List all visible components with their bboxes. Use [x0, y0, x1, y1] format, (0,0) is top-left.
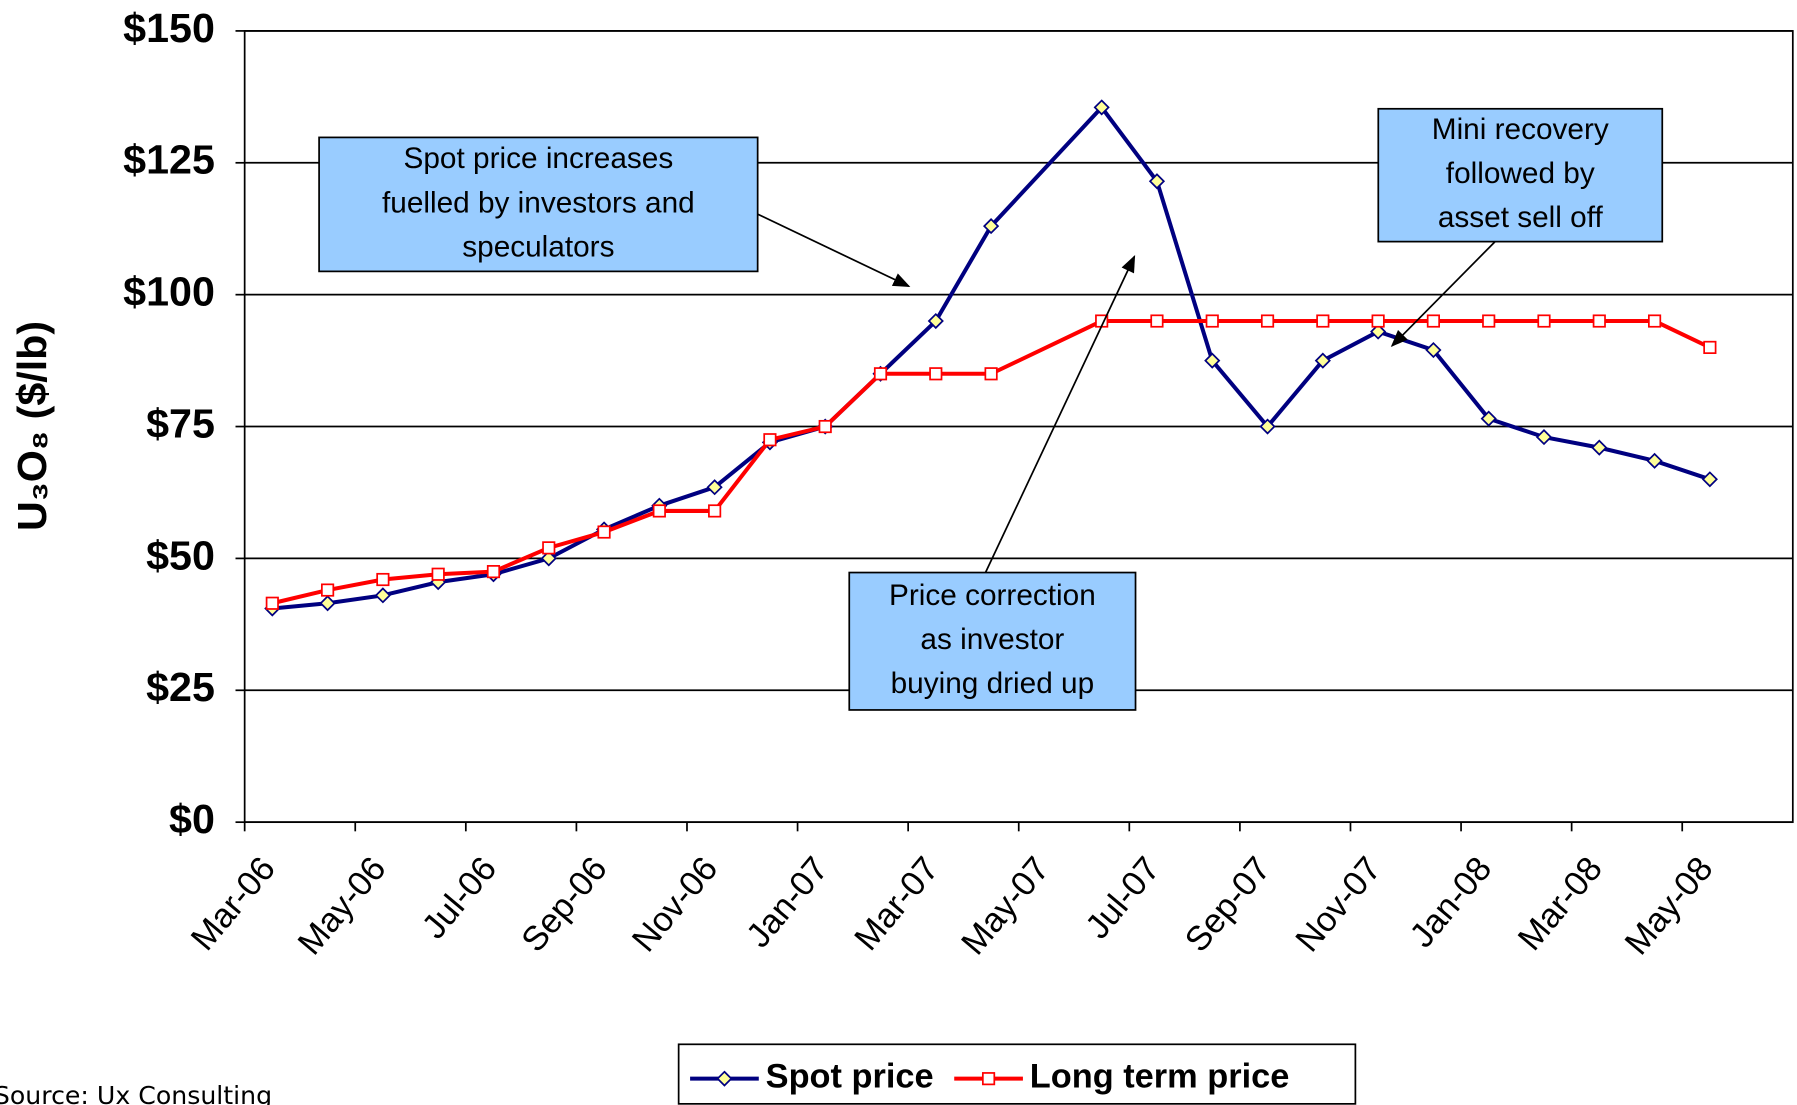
y-tick-label: $150 — [123, 5, 215, 51]
source: Source: Ux Consulting — [0, 1081, 272, 1105]
series-line — [272, 104, 1711, 611]
annotation-arrow — [984, 254, 1136, 573]
y-tick-label: $100 — [123, 269, 215, 315]
annotation-text: followed by — [1446, 157, 1595, 190]
marker — [927, 312, 944, 330]
marker — [319, 595, 336, 612]
legend-label: Spot price — [766, 1058, 934, 1096]
marker — [981, 1072, 996, 1086]
x-tick-label: Mar-07 — [847, 850, 946, 958]
legend-box — [677, 1043, 1357, 1105]
marker — [1205, 314, 1219, 328]
marker — [708, 504, 722, 518]
marker — [1316, 314, 1330, 328]
marker — [1591, 439, 1608, 456]
marker — [1646, 452, 1663, 469]
marker — [1537, 314, 1551, 328]
marker — [1426, 314, 1440, 328]
marker — [321, 583, 335, 597]
marker — [1703, 340, 1717, 355]
marker — [1314, 352, 1331, 369]
y-tick-label: $75 — [146, 400, 215, 446]
x-tick-label: Jan-07 — [739, 850, 836, 955]
marker — [873, 367, 888, 381]
marker — [1204, 352, 1221, 369]
y-tick-label: $125 — [123, 137, 215, 183]
marker — [1701, 471, 1718, 488]
y-tick-label: $25 — [146, 664, 215, 710]
marker — [265, 596, 279, 610]
marker — [652, 504, 666, 518]
marker — [1482, 314, 1496, 328]
marker — [1592, 314, 1606, 328]
marker — [597, 525, 611, 539]
annotation-text: buying dried up — [891, 667, 1095, 700]
marker — [540, 550, 557, 567]
annotation-text: Spot price increases — [404, 142, 674, 175]
marker — [486, 565, 501, 579]
marker — [374, 587, 391, 604]
x-tick-label: Sep-07 — [1178, 850, 1278, 959]
x-tick-label: May-07 — [954, 850, 1057, 962]
marker — [1480, 410, 1497, 427]
marker — [542, 541, 556, 555]
marker — [1425, 341, 1442, 359]
annotation-text: Mini recovery — [1432, 113, 1609, 146]
marker — [1371, 314, 1385, 328]
marker — [1093, 99, 1110, 116]
annotation-text: as investor — [920, 623, 1064, 656]
series-line — [271, 319, 1711, 606]
marker — [984, 367, 998, 381]
x-tick-label: Mar-08 — [1511, 850, 1610, 958]
annotation-arrow — [1390, 241, 1496, 348]
x-tick-label: Nov-07 — [1288, 850, 1388, 959]
marker — [818, 419, 832, 434]
marker — [1260, 314, 1275, 328]
marker — [1148, 173, 1166, 190]
annotation-box — [318, 136, 759, 273]
marker — [431, 567, 445, 581]
x-tick-label: Jul-06 — [415, 850, 504, 946]
annotation-text: fuelled by investors and — [382, 186, 695, 219]
marker — [1370, 323, 1387, 340]
annotation-arrow — [757, 213, 911, 288]
marker — [929, 367, 943, 381]
marker — [706, 479, 723, 496]
legend-label: Long term price — [1030, 1058, 1290, 1096]
marker — [716, 1070, 733, 1087]
x-tick-label: Nov-06 — [625, 850, 725, 959]
legend: Spot price Long term price — [677, 1043, 1357, 1105]
marker — [983, 218, 1000, 235]
y-axis-label: U₃O₈ ($/lb) — [9, 321, 55, 531]
marker — [763, 433, 777, 447]
annotation-text: Price correction — [889, 579, 1096, 612]
marker — [376, 572, 390, 587]
annotation-text: asset sell off — [1438, 201, 1604, 234]
annotation-box — [848, 571, 1137, 711]
x-tick-label: May-08 — [1618, 850, 1721, 962]
marker — [1259, 418, 1276, 435]
y-tick-label: $0 — [169, 796, 215, 842]
annotation-text: speculators — [462, 230, 614, 263]
x-tick-label: Sep-06 — [514, 850, 614, 959]
y-tick-label: $50 — [146, 532, 215, 578]
marker — [1535, 429, 1553, 446]
x-tick-label: Jul-07 — [1078, 850, 1167, 946]
x-tick-label: Jan-08 — [1403, 850, 1500, 955]
x-tick-label: Mar-06 — [184, 850, 283, 958]
x-tick-label: May-06 — [291, 850, 394, 962]
marker — [1150, 314, 1164, 328]
marker — [1647, 314, 1662, 328]
annotation-box — [1377, 107, 1664, 243]
